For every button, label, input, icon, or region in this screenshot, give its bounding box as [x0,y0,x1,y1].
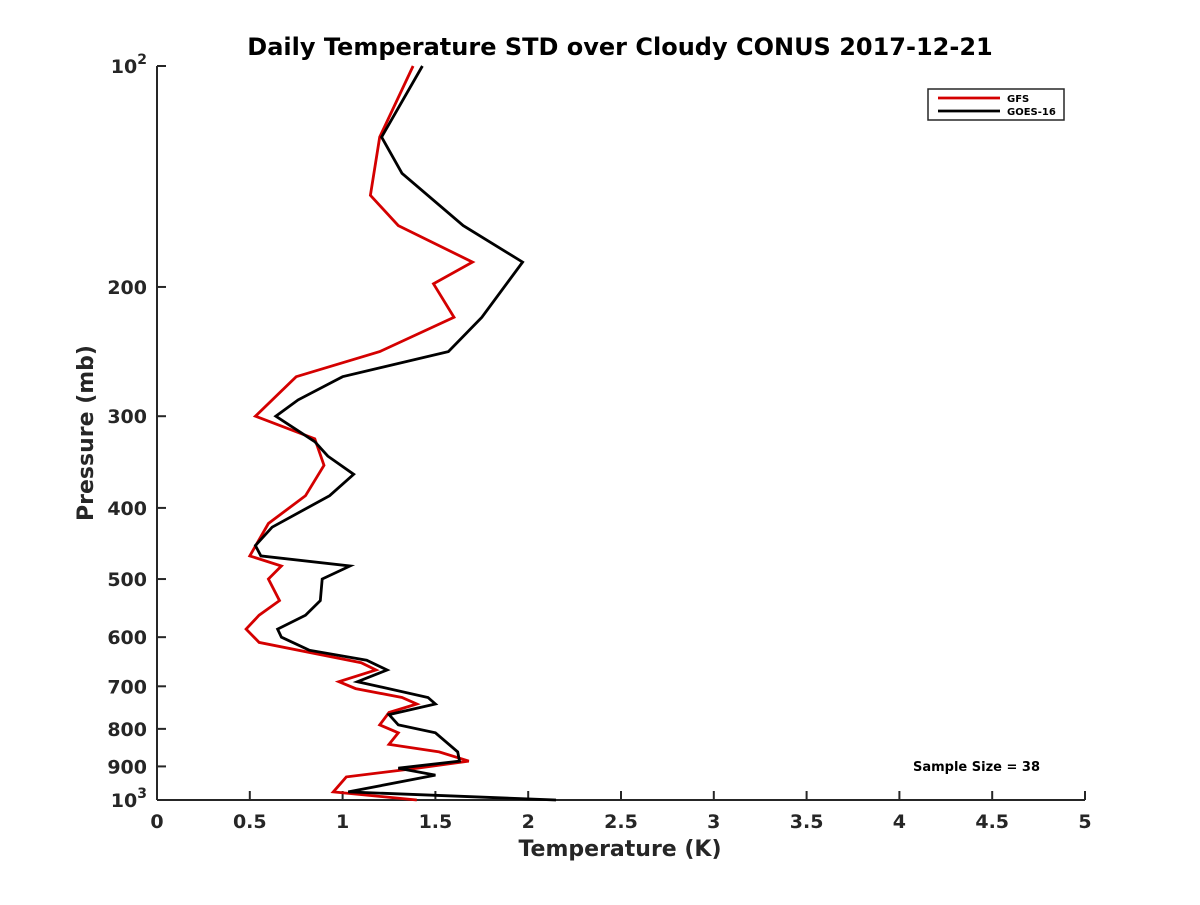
y-tick-label: 500 [107,569,147,591]
x-tick-label: 4 [893,811,906,833]
x-tick-label: 1.5 [419,811,453,833]
x-tick-label: 1 [336,811,349,833]
x-tick-label: 3 [707,811,720,833]
y-tick-label: 102 [111,52,147,78]
series-line-goes-16 [253,65,557,802]
y-tick-label: 600 [107,627,147,649]
x-axis-title: Temperature (K) [518,837,721,862]
y-tick-label: 900 [107,756,147,778]
legend: GFS GOES-16 [927,88,1065,121]
y-axis: 102 200 300 400 500 600 700 800 900 103 [107,52,166,812]
x-tick-label: 2.5 [604,811,638,833]
y-tick-label: 700 [107,676,147,698]
legend-label-goes-16: GOES-16 [1007,107,1056,118]
x-tick-label: 5 [1078,811,1091,833]
y-tick-label: 300 [107,406,147,428]
series-line-gfs [244,65,476,802]
y-tick-label: 800 [107,719,147,741]
x-tick-label: 0 [150,811,163,833]
y-tick-label: 200 [107,277,147,299]
y-axis-title: Pressure (mb) [74,345,99,521]
y-tick-label: 400 [107,498,147,520]
x-tick-label: 3.5 [790,811,824,833]
x-axis: 0 0.5 1 1.5 2 2.5 3 3.5 4 4.5 5 [150,791,1092,833]
x-tick-label: 0.5 [233,811,267,833]
y-tick-label: 103 [111,786,147,812]
chart-title: Daily Temperature STD over Cloudy CONUS … [247,33,992,61]
x-tick-label: 2 [522,811,535,833]
series-layer [244,65,557,802]
legend-label-gfs: GFS [1007,94,1029,105]
x-tick-label: 4.5 [975,811,1009,833]
legend-box [927,88,1065,121]
sample-size-annotation: Sample Size = 38 [913,760,1040,775]
